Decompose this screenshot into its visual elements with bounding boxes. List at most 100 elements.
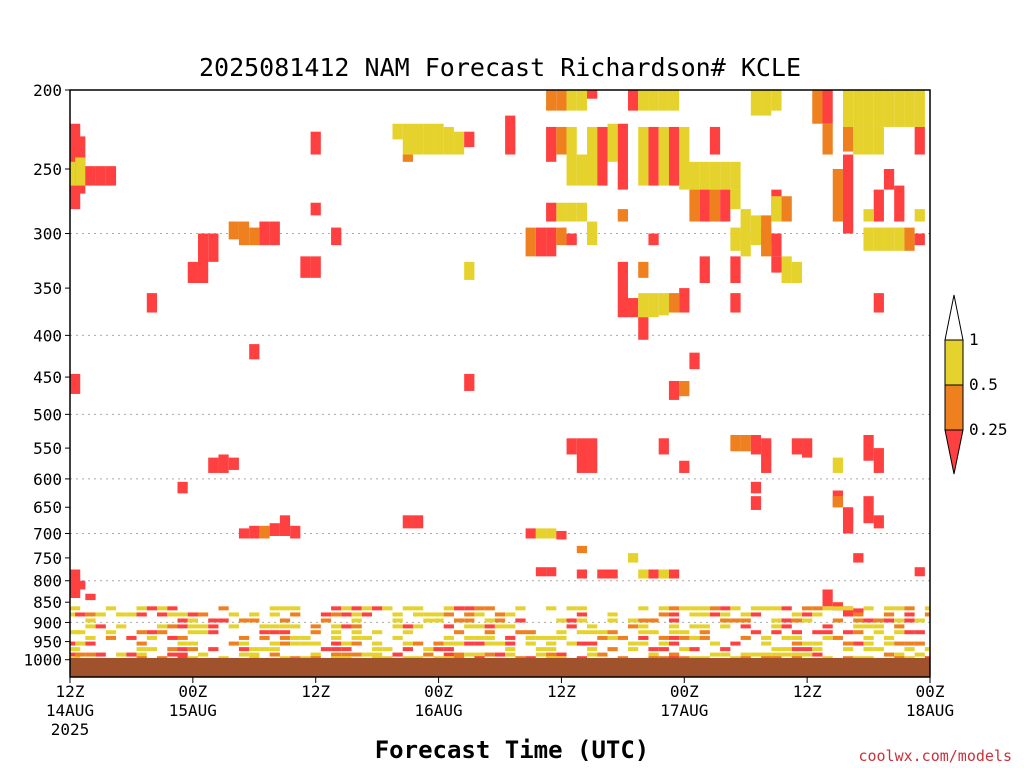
- ri-cell: [556, 126, 567, 155]
- ri-cell: [290, 612, 301, 617]
- ri-cell: [259, 624, 270, 629]
- ri-cell: [883, 635, 895, 640]
- ri-cell: [126, 652, 137, 657]
- ri-cell: [740, 233, 751, 257]
- ri-cell: [505, 612, 516, 617]
- ri-cell: [668, 569, 680, 579]
- ri-cell: [464, 641, 475, 646]
- x-axis-title: Forecast Time (UTC): [375, 736, 650, 764]
- ri-cell: [464, 635, 475, 640]
- ri-cell: [761, 606, 772, 611]
- ri-cell: [863, 618, 874, 623]
- ri-cell: [320, 612, 332, 617]
- ri-cell: [740, 434, 751, 452]
- ri-cell: [546, 90, 557, 111]
- ri-cell: [310, 202, 321, 216]
- ri-cell: [822, 90, 833, 124]
- ri-cell: [105, 606, 117, 611]
- ri-cell: [576, 612, 588, 617]
- ri-cell: [781, 647, 792, 652]
- legend-label: 0.5: [969, 375, 998, 394]
- ri-cell: [648, 630, 659, 635]
- ri-cell: [259, 635, 270, 640]
- x-tick-label: 00Z: [670, 682, 699, 701]
- ri-cell: [320, 618, 332, 623]
- ri-cell: [781, 635, 792, 640]
- ri-cell: [484, 630, 495, 635]
- ri-cell: [802, 618, 813, 623]
- ri-cell: [873, 189, 884, 222]
- ri-cell: [638, 624, 649, 629]
- ri-cell: [218, 618, 229, 623]
- ri-cell: [208, 618, 219, 623]
- ri-cell: [842, 507, 854, 534]
- ri-cell: [494, 612, 506, 617]
- ri-cell: [238, 528, 250, 539]
- ri-cell: [812, 90, 823, 124]
- ri-cell: [126, 612, 137, 617]
- ri-cell: [689, 635, 700, 640]
- ri-cell: [279, 606, 291, 611]
- x-tick-label: 00Z: [916, 682, 945, 701]
- y-tick-label: 700: [33, 524, 62, 543]
- ri-cell: [904, 90, 915, 127]
- x-tick-label: 12Z: [301, 682, 330, 701]
- ri-cell: [720, 647, 731, 652]
- ri-cell: [310, 131, 321, 155]
- ri-cell: [525, 528, 536, 539]
- ri-cell: [668, 624, 680, 629]
- ri-cell: [556, 618, 567, 623]
- ri-cell: [453, 630, 465, 635]
- ri-cell: [873, 293, 884, 313]
- ri-cell: [443, 606, 454, 611]
- ri-cell: [515, 606, 526, 611]
- ri-cell: [484, 624, 495, 629]
- ri-cell: [70, 373, 81, 394]
- ri-cell: [863, 227, 874, 251]
- ri-cell: [116, 612, 127, 617]
- y-tick-label: 250: [33, 160, 62, 179]
- surface-band: [70, 657, 930, 677]
- x-tick-label: 12Z: [793, 682, 822, 701]
- ri-cell: [228, 641, 239, 646]
- ri-cell: [494, 652, 506, 657]
- ri-cell: [238, 221, 250, 246]
- ri-cell: [587, 221, 598, 246]
- ri-cell: [464, 606, 475, 611]
- ri-cell: [208, 647, 219, 652]
- ri-cell: [392, 624, 403, 629]
- ri-cell: [781, 196, 792, 222]
- ri-cell: [750, 215, 762, 246]
- ri-cell: [668, 380, 680, 400]
- ri-cell: [402, 624, 413, 629]
- ri-cell: [689, 624, 700, 629]
- ri-cell: [249, 618, 260, 623]
- y-tick-label: 550: [33, 439, 62, 458]
- ri-cell: [699, 189, 710, 222]
- ri-cell: [85, 652, 96, 657]
- ri-cell: [505, 635, 516, 640]
- ri-cell: [177, 652, 188, 657]
- ri-cell: [525, 227, 536, 257]
- ri-cell: [668, 618, 680, 623]
- ri-cell: [597, 635, 608, 640]
- ri-cell: [443, 612, 454, 617]
- ri-cell: [443, 126, 454, 155]
- ri-cell: [392, 612, 403, 617]
- ri-cell: [310, 624, 321, 629]
- ri-cell: [791, 641, 803, 646]
- ri-cell: [228, 624, 239, 629]
- ri-cell: [802, 438, 813, 458]
- ri-cell: [310, 652, 321, 657]
- ri-cell: [679, 635, 690, 640]
- ri-cell: [372, 652, 383, 657]
- ri-cell: [648, 618, 659, 623]
- ri-cell: [894, 227, 905, 251]
- ri-cell: [791, 261, 803, 284]
- ri-cell: [238, 652, 250, 657]
- ri-cell: [505, 115, 516, 155]
- ri-cell: [546, 126, 557, 162]
- ri-cell: [638, 261, 649, 278]
- ri-cell: [269, 624, 280, 629]
